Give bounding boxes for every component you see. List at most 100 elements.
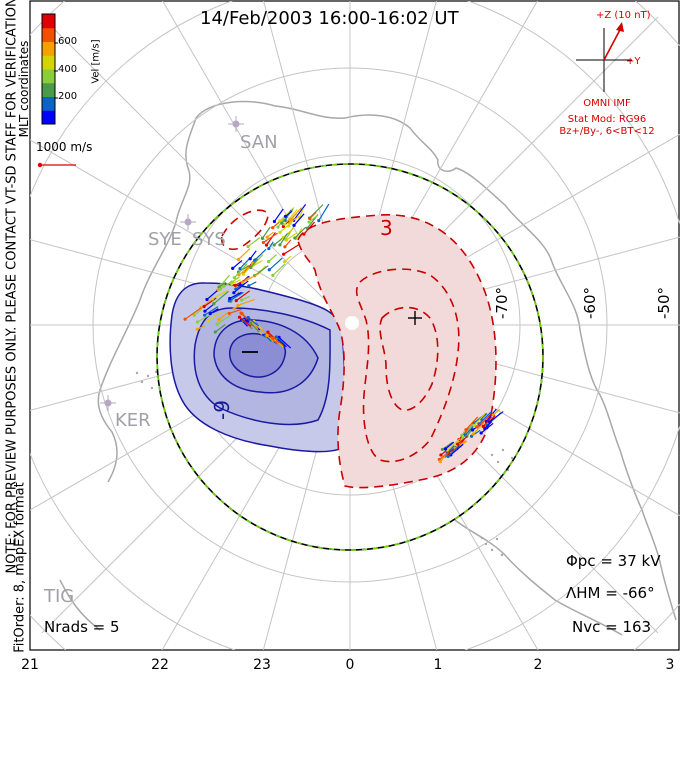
velocity-vector [276, 336, 286, 345]
mlt-label-0: 0 [345, 657, 355, 673]
velocity-vector [485, 408, 497, 422]
velocity-vector [439, 451, 450, 461]
velocity-vector [239, 316, 252, 327]
vector-count: Nvc = 163 [572, 618, 652, 636]
velocity-vector [293, 213, 305, 226]
velocity-vector [279, 207, 295, 222]
velocity-vector [268, 254, 278, 263]
velocity-vector [220, 274, 231, 286]
colorbar-label: Vel [m/s] [90, 39, 102, 84]
site-label-sys: SYS [192, 229, 226, 250]
velocity-vector [476, 416, 490, 428]
velocity-vector [489, 411, 504, 423]
velocity-vector [445, 441, 455, 450]
imf-source: OMNI IMF [583, 98, 631, 109]
colorbar-swatch [42, 96, 55, 111]
velocity-vector [213, 290, 229, 305]
velocity-vector [261, 226, 271, 239]
velocity-vector [294, 226, 307, 239]
colorbar-ticks [54, 42, 58, 99]
velocity-colorbar [41, 13, 56, 125]
velocity-vector [247, 317, 260, 327]
velocity-vector [231, 276, 240, 283]
velocity-vector [268, 241, 274, 249]
imf-z-label: +Z (10 nT) [596, 10, 651, 21]
pole-marker [345, 316, 359, 330]
colorbar-swatch [42, 69, 55, 84]
velocity-vector [293, 204, 307, 221]
velocity-vector [266, 232, 276, 246]
convection-map [29, 0, 680, 651]
velocity-vector [184, 307, 202, 320]
hm-boundary-dash [156, 163, 544, 551]
velocity-vector [233, 263, 248, 279]
velocity-vector [229, 291, 242, 299]
mlt-label-22: 22 [151, 657, 169, 673]
velocity-vector [478, 411, 492, 425]
velocity-vector [283, 243, 300, 255]
velocity-vector [254, 248, 267, 261]
velocity-vector [273, 337, 284, 347]
contour-label-positive: 3 [380, 216, 393, 240]
lat-label-60: -60° [581, 287, 599, 319]
mlt-label-1: 1 [433, 657, 443, 673]
velocity-vector [480, 412, 488, 420]
velocity-vector [232, 259, 243, 269]
colorbar-swatch [42, 82, 55, 97]
radar-sites [100, 116, 244, 411]
velocity-vector [266, 231, 274, 238]
velocity-vector [218, 281, 227, 288]
velocity-vector [472, 421, 485, 435]
velocity-vector [238, 248, 251, 260]
velocity-vector [228, 291, 244, 302]
colorbar-swatch [42, 27, 55, 42]
velocity-vector [465, 416, 479, 431]
site-label-ker: KER [115, 410, 151, 431]
fit-order-note: FitOrder: 8, mapEX format [12, 482, 28, 653]
site-label-tig: TIG [44, 586, 75, 607]
map-title: 14/Feb/2003 16:00-16:02 UT [200, 8, 459, 29]
velocity-vector [284, 255, 292, 263]
velocity-vector [255, 325, 269, 335]
velocity-vector [196, 325, 205, 330]
coastline [59, 100, 677, 636]
colorbar-swatch [42, 55, 55, 70]
site-label-san: SAN [240, 132, 278, 153]
velocity-vector [298, 208, 304, 218]
velocity-vector [235, 290, 251, 302]
velocity-vector [480, 422, 494, 434]
mlt-label-2: 2 [533, 657, 543, 673]
velocity-vector [273, 208, 284, 222]
velocity-vector [247, 237, 261, 247]
velocity-vector [447, 444, 460, 457]
velocity-vector [212, 289, 229, 300]
velocity-vector [250, 322, 260, 333]
velocity-vector [284, 239, 292, 248]
colorbar-tick-600: 600 [58, 36, 78, 47]
colorbar-swatch [42, 14, 55, 29]
site-marker-san [228, 116, 244, 132]
velocity-vector [229, 308, 242, 315]
velocity-vector [285, 210, 293, 217]
imf-condition: Bz+/By-, 6<BT<12 [559, 126, 655, 137]
velocity-vector [235, 282, 246, 290]
velocity-vector [457, 436, 468, 445]
site-label-sye: SYE [148, 229, 182, 250]
velocity-vector [272, 220, 281, 229]
velocity-vector [308, 214, 318, 223]
mlt-label-23: 23 [253, 657, 271, 673]
velocity-vector [242, 273, 259, 284]
velocity-vector [278, 336, 292, 349]
velocity-vector [442, 441, 453, 450]
colorbar-tick-200: 200 [58, 91, 78, 102]
velocity-vector [209, 308, 219, 315]
velocity-vector [219, 280, 233, 290]
velocity-vector [270, 337, 278, 345]
velocity-vector [233, 280, 249, 294]
contour-label-negative: -9 [209, 400, 234, 420]
velocity-vector [482, 416, 493, 427]
velocity-vector [290, 207, 302, 221]
imf-y-label: +Y [626, 56, 641, 67]
imf-clock [576, 22, 632, 92]
velocity-vector [204, 306, 219, 316]
